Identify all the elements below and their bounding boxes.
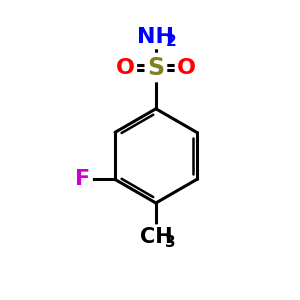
Text: O: O xyxy=(116,58,134,78)
Text: S: S xyxy=(147,56,164,80)
Text: O: O xyxy=(177,58,196,78)
Text: 3: 3 xyxy=(165,235,175,250)
Text: CH: CH xyxy=(140,227,172,247)
Text: NH: NH xyxy=(137,27,174,46)
Text: F: F xyxy=(75,169,90,189)
Text: 2: 2 xyxy=(166,34,177,50)
